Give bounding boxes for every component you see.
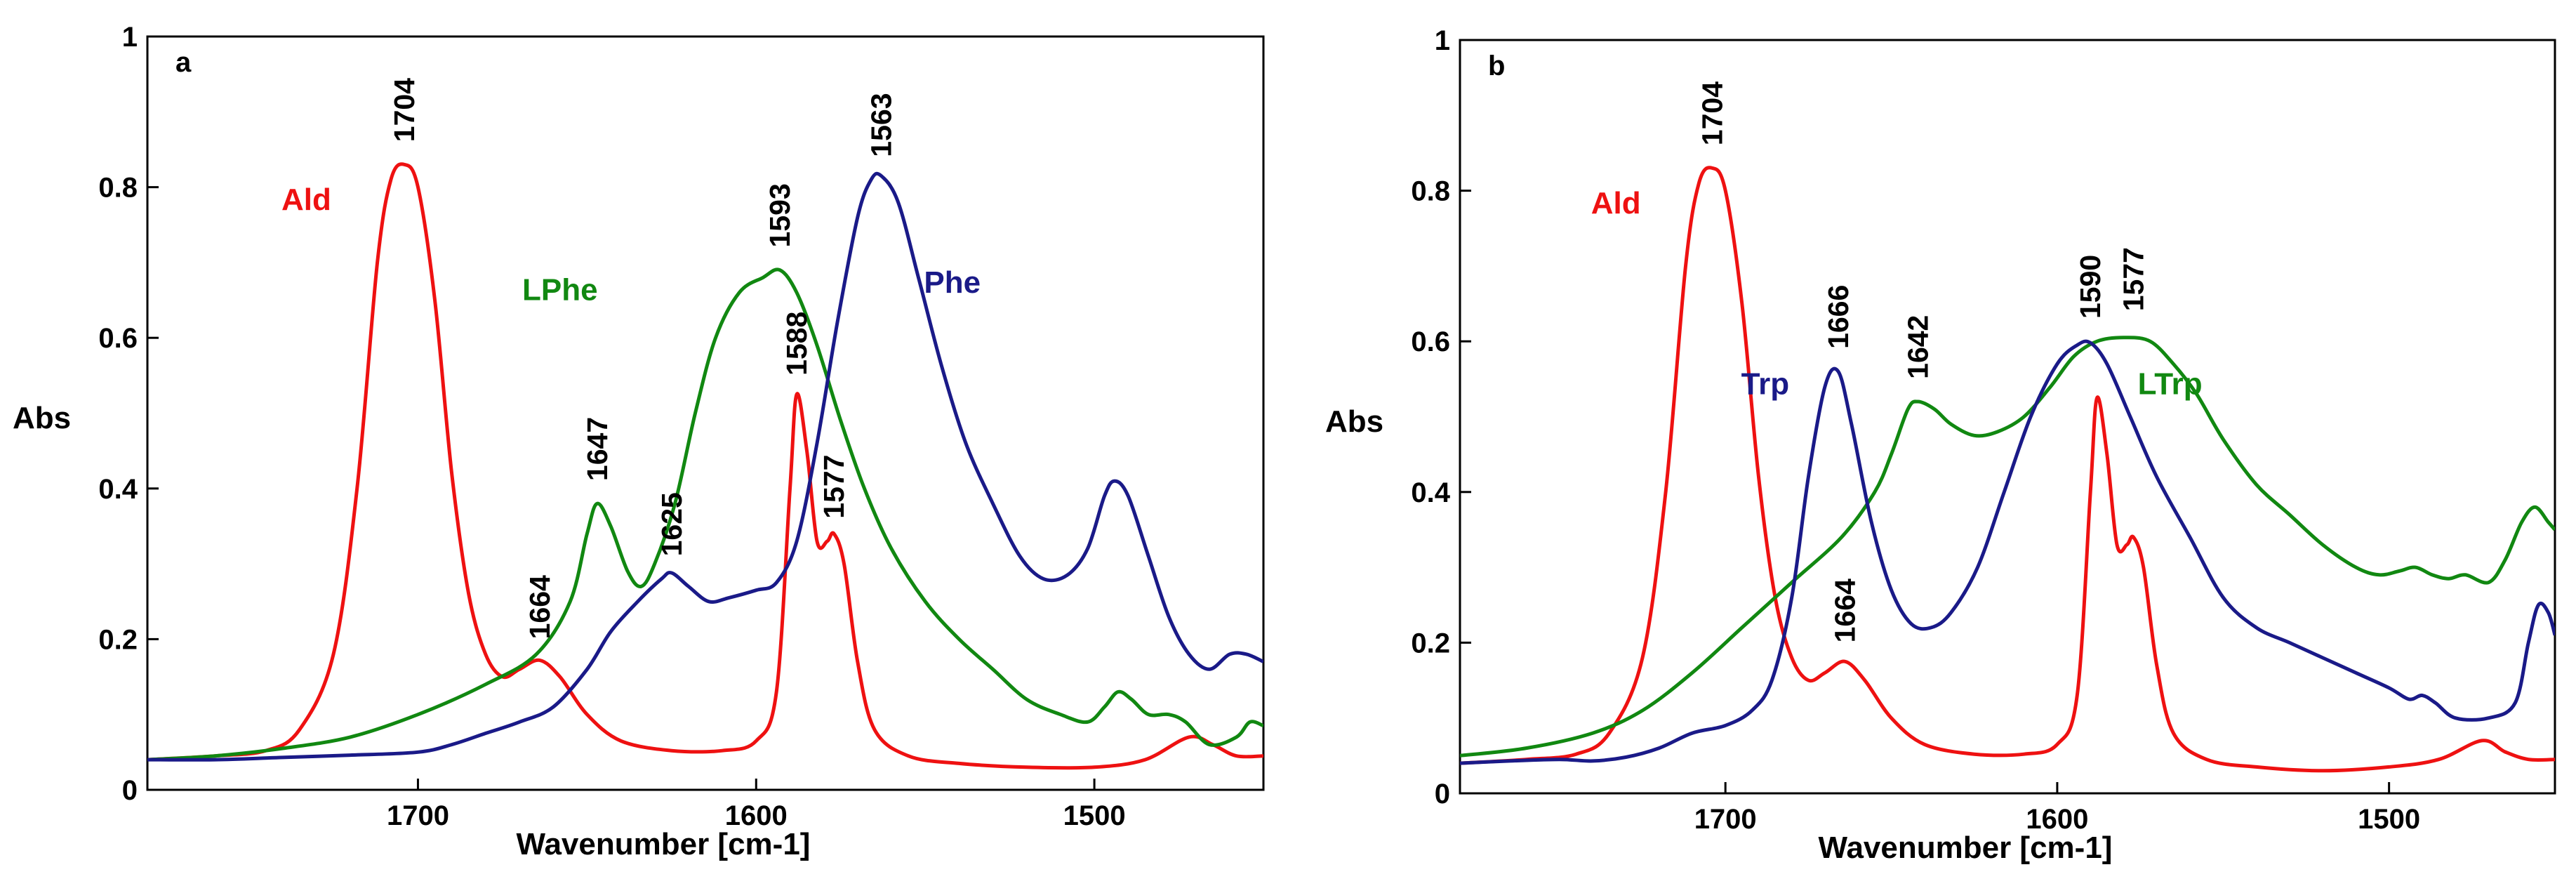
peak-label: 1625 bbox=[656, 492, 688, 556]
panel-b: 0 0.2 0.4 0.6 0.8 1 1700 1600 1500 Wavenumber [cm… bbox=[1325, 25, 2556, 865]
y-axis-label: Abs bbox=[13, 401, 71, 435]
series-line-phe bbox=[147, 171, 1263, 762]
y-tick-label: 1 bbox=[122, 22, 138, 53]
peak-label: 1577 bbox=[818, 455, 850, 519]
peak-label: 1590 bbox=[2074, 255, 2106, 319]
series-label-trp: Trp bbox=[1741, 366, 1789, 401]
series-label-ald: Ald bbox=[1591, 186, 1641, 220]
peak-label: 1666 bbox=[1822, 285, 1854, 349]
plot-frame bbox=[146, 35, 1265, 791]
x-tick-label: 1700 bbox=[1694, 804, 1757, 835]
y-tick-label: 0.4 bbox=[98, 474, 138, 505]
peak-label: 1647 bbox=[581, 417, 613, 481]
peak-label: 1593 bbox=[764, 183, 796, 247]
series-line-ald bbox=[1460, 166, 2555, 773]
series-label-phe: Phe bbox=[924, 265, 981, 300]
series-label-ltrp: LTrp bbox=[2138, 366, 2203, 401]
series-line-trp bbox=[1460, 339, 2555, 765]
y-tick-label: 0.8 bbox=[98, 173, 138, 204]
peak-label: 1563 bbox=[865, 93, 898, 157]
peak-label: 1664 bbox=[1828, 578, 1861, 642]
plot-frame bbox=[1459, 39, 2556, 795]
x-tick-label: 1700 bbox=[387, 800, 449, 831]
series-label-lphe: LPhe bbox=[522, 273, 598, 308]
peak-label: 1704 bbox=[1696, 81, 1728, 145]
y-tick-label: 0.6 bbox=[1411, 326, 1450, 357]
y-tick-label: 0 bbox=[1435, 779, 1450, 809]
series-line-lphe bbox=[147, 267, 1263, 762]
x-tick-label: 1600 bbox=[2026, 804, 2088, 835]
panel-a: 0 0.2 0.4 0.6 0.8 1 1700 1600 1500 Wavenumber [cm… bbox=[13, 22, 1265, 861]
y-tick-label: 0.2 bbox=[1411, 628, 1450, 659]
series-line-ltrp bbox=[1460, 336, 2555, 758]
x-axis-label: Wavenumber [cm-1] bbox=[517, 827, 811, 861]
y-axis-label: Abs bbox=[1325, 404, 1383, 439]
y-tick-label: 0.2 bbox=[98, 624, 138, 655]
x-tick-label: 1500 bbox=[2358, 804, 2420, 835]
series-label-ald: Ald bbox=[281, 183, 331, 217]
y-tick-label: 0.4 bbox=[1411, 477, 1450, 508]
panel-letter: a bbox=[175, 47, 192, 78]
peak-label: 1588 bbox=[781, 312, 813, 376]
peak-label: 1577 bbox=[2118, 247, 2150, 311]
peak-label: 1642 bbox=[1901, 315, 1934, 379]
peak-label: 1704 bbox=[388, 78, 420, 142]
panel-letter: b bbox=[1488, 51, 1505, 81]
y-tick-label: 0.8 bbox=[1411, 176, 1450, 207]
x-tick-label: 1500 bbox=[1063, 800, 1126, 831]
x-tick-label: 1600 bbox=[725, 800, 788, 831]
peak-label: 1664 bbox=[524, 575, 556, 639]
y-tick-label: 0 bbox=[122, 775, 138, 806]
x-axis-label: Wavenumber [cm-1] bbox=[1819, 831, 2113, 865]
y-tick-label: 0.6 bbox=[98, 323, 138, 354]
series-line-ald bbox=[147, 162, 1263, 770]
y-tick-label: 1 bbox=[1435, 25, 1450, 56]
